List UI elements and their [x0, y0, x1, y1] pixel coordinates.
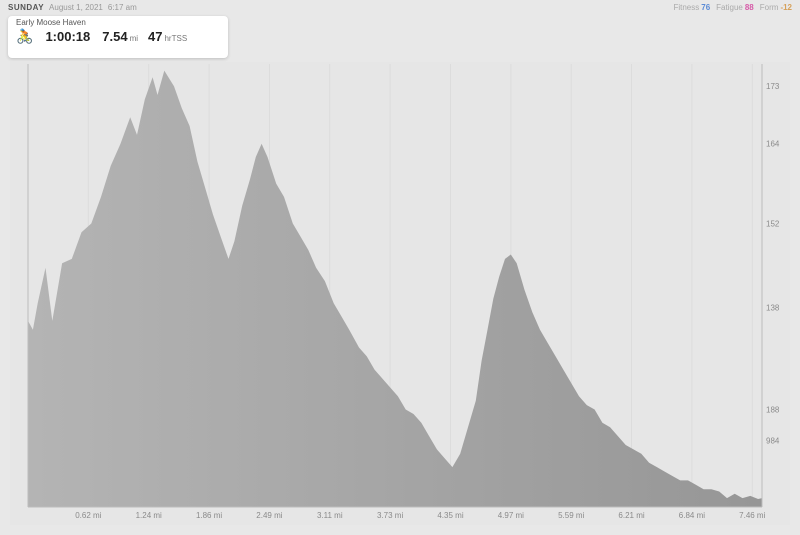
x-tick-label: 2.49 mi	[256, 511, 282, 520]
activity-title: Early Moose Haven	[16, 18, 220, 27]
header-date: August 1, 2021	[49, 0, 103, 16]
y-tick-label: 164	[766, 140, 780, 149]
x-tick-label: 4.35 mi	[437, 511, 463, 520]
x-tick-label: 3.73 mi	[377, 511, 403, 520]
x-tick-label: 4.97 mi	[498, 511, 524, 520]
x-tick-label: 5.59 mi	[558, 511, 584, 520]
activity-stats-row: 🚴 1:00:18 7.54mi 47hrTSS	[16, 28, 220, 46]
x-tick-label: 7.46 mi	[739, 511, 765, 520]
x-tick-label: 6.84 mi	[679, 511, 705, 520]
y-tick-label: 173	[766, 82, 780, 91]
y-tick-label: 984	[766, 437, 780, 446]
metric-fitness: Fitness76	[673, 3, 710, 12]
header-time: 6:17 am	[108, 0, 137, 16]
metric-fatigue: Fatigue88	[716, 3, 754, 12]
header-bar: SUNDAY August 1, 2021 6:17 am Fitness76F…	[0, 0, 800, 16]
elevation-chart[interactable]: 0.62 mi 1.24 mi 1.86 mi 2.49 mi 3.11 mi 3.73 …	[10, 62, 790, 525]
y-tick-label: 152	[766, 219, 780, 228]
activity-card[interactable]: Early Moose Haven 🚴 1:00:18 7.54mi 47hrT…	[8, 16, 228, 58]
stat-distance: 7.54mi	[102, 28, 138, 46]
header-metrics: Fitness76 Fatigue88 Form-12	[667, 0, 792, 16]
metric-form: Form-12	[760, 3, 792, 12]
header-day: SUNDAY	[8, 0, 44, 16]
x-tick-label: 0.62 mi	[75, 511, 101, 520]
y-tick-label: 138	[766, 304, 780, 313]
stat-tss: 47hrTSS	[148, 28, 187, 46]
x-tick-label: 3.11 mi	[317, 511, 343, 520]
x-tick-label: 1.86 mi	[196, 511, 222, 520]
x-tick-label: 1.24 mi	[136, 511, 162, 520]
y-tick-label: 188	[766, 406, 780, 415]
stat-duration: 1:00:18	[45, 28, 92, 46]
bike-icon: 🚴	[16, 29, 33, 43]
x-tick-label: 6.21 mi	[618, 511, 644, 520]
